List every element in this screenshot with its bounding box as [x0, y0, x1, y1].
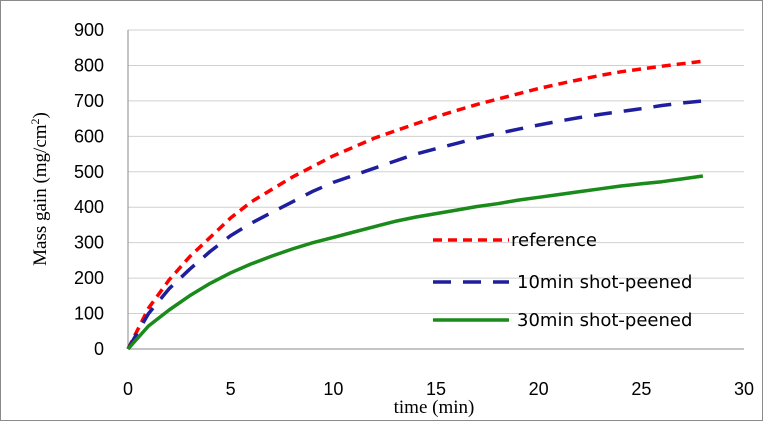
y-tick-label: 100 — [74, 304, 104, 324]
y-tick-label: 200 — [74, 268, 104, 288]
y-tick-label: 300 — [74, 233, 104, 253]
series-line-1 — [126, 99, 704, 350]
series-lines — [126, 59, 704, 351]
y-tick-label: 800 — [74, 55, 104, 75]
legend-label: reference — [511, 230, 597, 251]
y-axis-title-end: ) — [30, 112, 51, 118]
axes — [127, 30, 744, 350]
legend-label: 10min shot-peened — [517, 272, 692, 293]
x-tick-label: 25 — [631, 379, 651, 399]
y-tick-label: 400 — [74, 197, 104, 217]
y-axis-title-sup: 2 — [28, 118, 42, 124]
x-tick-label: 20 — [529, 379, 549, 399]
x-tick-label: 0 — [123, 379, 133, 399]
y-tick-label: 0 — [94, 339, 104, 359]
gridlines — [128, 29, 744, 315]
x-tick-label: 10 — [323, 379, 343, 399]
x-axis-title: time (min) — [394, 397, 475, 418]
series-line-2 — [126, 174, 704, 351]
y-tick-labels: 0 100 200 300 400 500 600 700 800 900 — [74, 20, 104, 359]
x-tick-label: 30 — [734, 379, 754, 399]
x-tick-labels: 0 5 10 15 20 25 30 — [123, 379, 754, 399]
legend-label: 30min shot-peened — [517, 310, 692, 331]
y-axis-title-main: Mass gain (mg/cm — [30, 124, 51, 266]
y-tick-label: 900 — [74, 20, 104, 40]
y-tick-label: 700 — [74, 91, 104, 111]
y-tick-label: 500 — [74, 162, 104, 182]
y-tick-label: 600 — [74, 126, 104, 146]
x-tick-label: 5 — [226, 379, 236, 399]
y-axis-title: Mass gain (mg/cm2) — [28, 112, 51, 266]
series-line-0 — [126, 59, 704, 350]
x-tick-label: 15 — [426, 379, 446, 399]
legend: reference 10min shot-peened 30min shot-pee… — [433, 230, 692, 331]
